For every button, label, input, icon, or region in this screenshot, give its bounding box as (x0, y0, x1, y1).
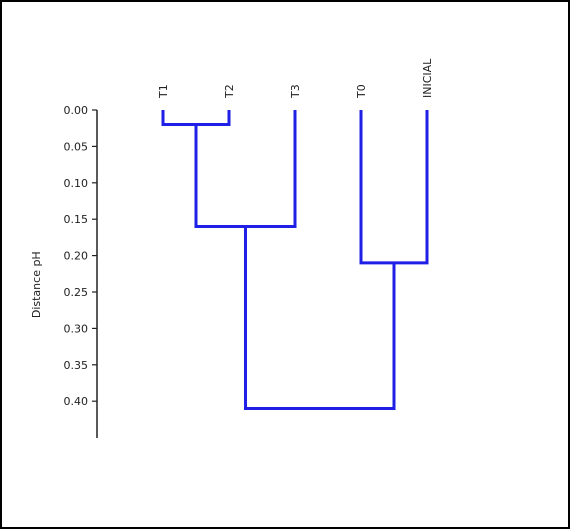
leaf-label-t2: T2 (223, 84, 236, 99)
dendrogram-links (161, 110, 429, 410)
leaf-label-inicial: INICIAL (421, 58, 434, 98)
y-tick-label: 0.35 (64, 359, 89, 372)
leaf-label-t1: T1 (157, 84, 170, 99)
y-tick-label: 0.10 (64, 177, 89, 190)
dendrogram-link-4 (244, 226, 396, 410)
leaf-label-t0: T0 (355, 84, 368, 99)
leaf-labels: T1 T2 T3 T0 INICIAL (157, 58, 434, 99)
y-tick-label: 0.20 (64, 250, 89, 263)
y-tick-label: 0.15 (64, 213, 89, 226)
y-tick-label: 0.00 (64, 104, 89, 117)
y-tick-label: 0.25 (64, 286, 89, 299)
y-tick-label: 0.05 (64, 140, 89, 153)
y-tick-label: 0.40 (64, 395, 89, 408)
y-tick-label: 0.30 (64, 322, 89, 335)
leaf-label-t3: T3 (289, 84, 302, 99)
y-axis-ticks: 0.00 0.05 0.10 0.15 0.20 0.25 0.30 0.35 0.40 (64, 104, 97, 408)
y-axis-label: Distance pH (30, 251, 43, 318)
